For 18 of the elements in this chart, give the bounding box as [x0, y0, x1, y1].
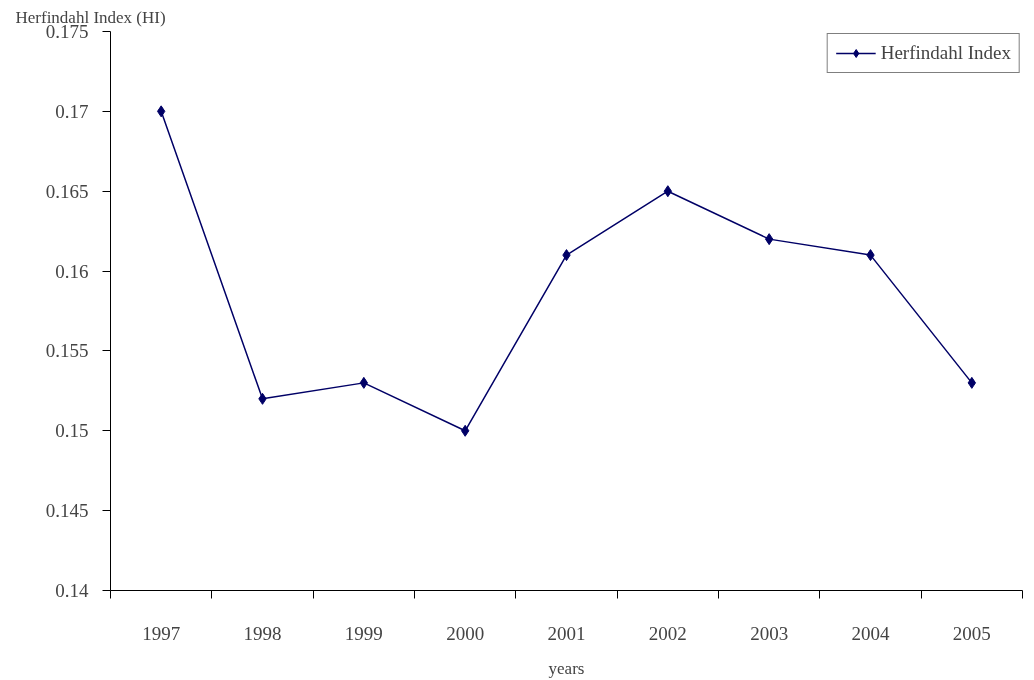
- x-tick-label: 2002: [648, 622, 687, 644]
- y-tick-label: 0.165: [45, 180, 89, 202]
- y-tick-label: 0.16: [55, 260, 89, 282]
- x-tick-label: 1999: [344, 622, 383, 644]
- y-tick-label: 0.15: [55, 420, 89, 442]
- x-tick-label: 2000: [446, 622, 485, 644]
- x-tick-label: 2003: [750, 622, 789, 644]
- y-tick-label: 0.14: [55, 580, 89, 601]
- x-tick-label: 2004: [851, 622, 890, 644]
- y-tick-label: 0.145: [45, 500, 89, 522]
- x-tick-label: 1998: [243, 622, 282, 644]
- legend-label: Herfindahl Index: [880, 42, 1011, 64]
- x-tick-label: 1997: [142, 622, 181, 644]
- x-tick-label: 2001: [547, 622, 586, 644]
- x-tick-label: 2005: [952, 622, 991, 644]
- y-tick-label: 0.17: [55, 100, 89, 122]
- x-axis-title: years: [548, 658, 585, 678]
- y-tick-label: 0.155: [45, 340, 89, 362]
